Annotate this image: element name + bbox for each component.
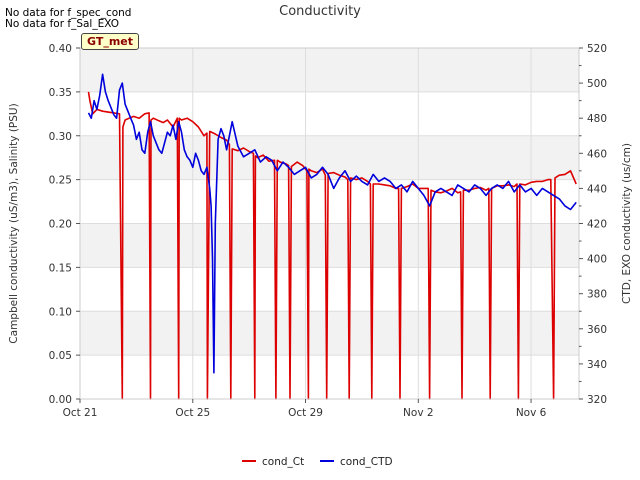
plot-bands bbox=[80, 48, 579, 356]
site-badge: GT_met bbox=[81, 33, 140, 50]
x-tick-label: Oct 29 bbox=[288, 407, 323, 419]
y-tick-label-right: 360 bbox=[587, 324, 607, 336]
plot-band bbox=[80, 223, 579, 268]
y-tick-label-right: 500 bbox=[587, 78, 607, 90]
y-tick-label-left: 0.25 bbox=[49, 175, 72, 187]
y-tick-label-right: 340 bbox=[587, 359, 607, 371]
y-tick-label-left: 0.20 bbox=[49, 219, 72, 231]
y-axis-label-left: Campbell conductivity (uS/m3), Salinity … bbox=[8, 103, 20, 343]
plot-band bbox=[80, 311, 579, 356]
note-line: No data for f_Sal_EXO bbox=[5, 18, 120, 30]
y-tick-label-left: 0.40 bbox=[49, 43, 72, 55]
y-tick-label-left: 0.10 bbox=[49, 306, 72, 318]
plot-band bbox=[80, 48, 579, 92]
legend-label: cond_CTD bbox=[340, 456, 393, 468]
y-tick-label-right: 380 bbox=[587, 289, 607, 301]
chart-title: Conductivity bbox=[279, 4, 361, 19]
axes: 0.00 0.05 0.10 0.15 0.20 0.25 0.30 0.35 0.40 320 3… bbox=[49, 43, 607, 419]
y-tick-label-left: 0.05 bbox=[49, 350, 72, 362]
y-tick-label-right: 400 bbox=[587, 254, 607, 266]
no-data-notes: No data for f_spec_cond No data for f_Sa… bbox=[5, 8, 131, 30]
series-layer bbox=[87, 73, 577, 400]
y-tick-label-right: 320 bbox=[587, 394, 607, 406]
y-tick-label-left: 0.30 bbox=[49, 131, 72, 143]
series-line-cond-ctd bbox=[87, 73, 577, 374]
x-tick-label: Oct 21 bbox=[63, 407, 98, 419]
y-tick-label-right: 520 bbox=[587, 43, 607, 55]
y-axis-label-right: CTD, EXO conductivity (us/cm) bbox=[621, 143, 633, 304]
y-tick-label-right: 480 bbox=[587, 113, 607, 125]
legend: cond_Ct cond_CTD bbox=[242, 456, 393, 468]
note-line: No data for f_spec_cond bbox=[5, 7, 132, 19]
x-tick-label: Nov 2 bbox=[403, 407, 434, 419]
plot-band bbox=[80, 135, 579, 180]
y-tick-label-left: 0.00 bbox=[49, 394, 72, 406]
y-tick-label-right: 420 bbox=[587, 219, 607, 231]
y-tick-label-right: 440 bbox=[587, 183, 607, 195]
legend-label: cond_Ct bbox=[262, 456, 304, 468]
y-tick-label-left: 0.35 bbox=[49, 87, 72, 99]
y-tick-label-left: 0.15 bbox=[49, 262, 72, 274]
x-tick-label: Nov 6 bbox=[516, 407, 547, 419]
y-tick-label-right: 460 bbox=[587, 148, 607, 160]
x-tick-label: Oct 25 bbox=[175, 407, 210, 419]
